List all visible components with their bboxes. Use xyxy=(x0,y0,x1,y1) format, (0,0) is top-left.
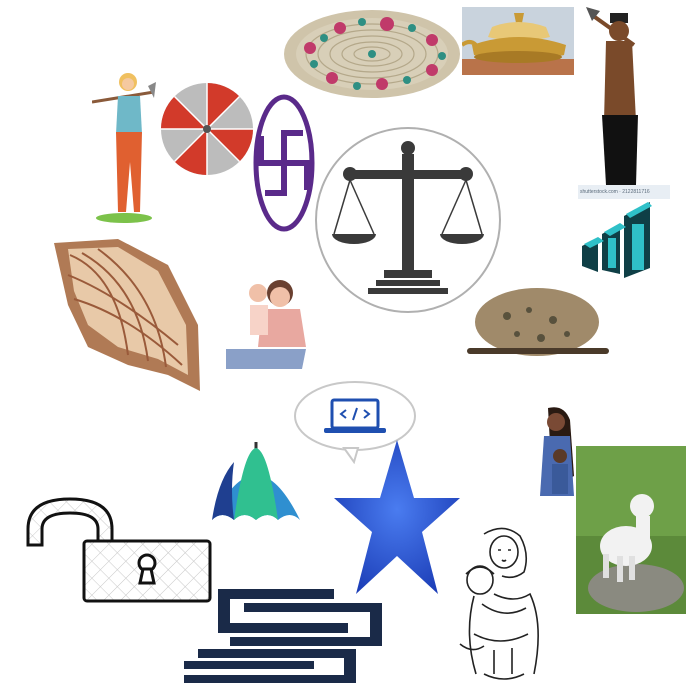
watermark-text: shutterstock.com · 2122811716 xyxy=(580,189,650,195)
mother-child-sketch-icon xyxy=(454,524,554,690)
woman-with-hoe-icon xyxy=(92,70,158,224)
farmer-with-hoe-icon: shutterstock.com · 2122811716 xyxy=(574,5,670,205)
laptop-code-bubble-icon xyxy=(292,380,418,464)
mother-and-baby-photo xyxy=(222,275,316,373)
woven-basket-icon xyxy=(282,8,462,100)
conch-shell-icon xyxy=(48,235,204,393)
swastika-symbol-icon xyxy=(253,93,315,233)
mother-hugging-child-icon xyxy=(530,404,580,542)
brass-vessel-photo xyxy=(462,7,574,75)
red-umbrella-icon xyxy=(158,80,256,178)
blue-star-icon xyxy=(332,438,462,598)
balance-scale-icon xyxy=(312,124,504,316)
bar-chart-logo-icon xyxy=(580,198,654,278)
bird-nest-photo xyxy=(467,280,609,368)
green-blue-umbrella-icon xyxy=(210,440,302,526)
open-padlock-icon xyxy=(24,493,214,605)
white-lamb-photo xyxy=(576,446,686,614)
stacked-bars-logo-icon xyxy=(184,585,382,687)
